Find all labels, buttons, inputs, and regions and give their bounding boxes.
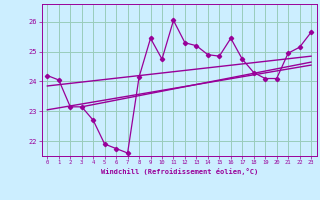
X-axis label: Windchill (Refroidissement éolien,°C): Windchill (Refroidissement éolien,°C) (100, 168, 258, 175)
